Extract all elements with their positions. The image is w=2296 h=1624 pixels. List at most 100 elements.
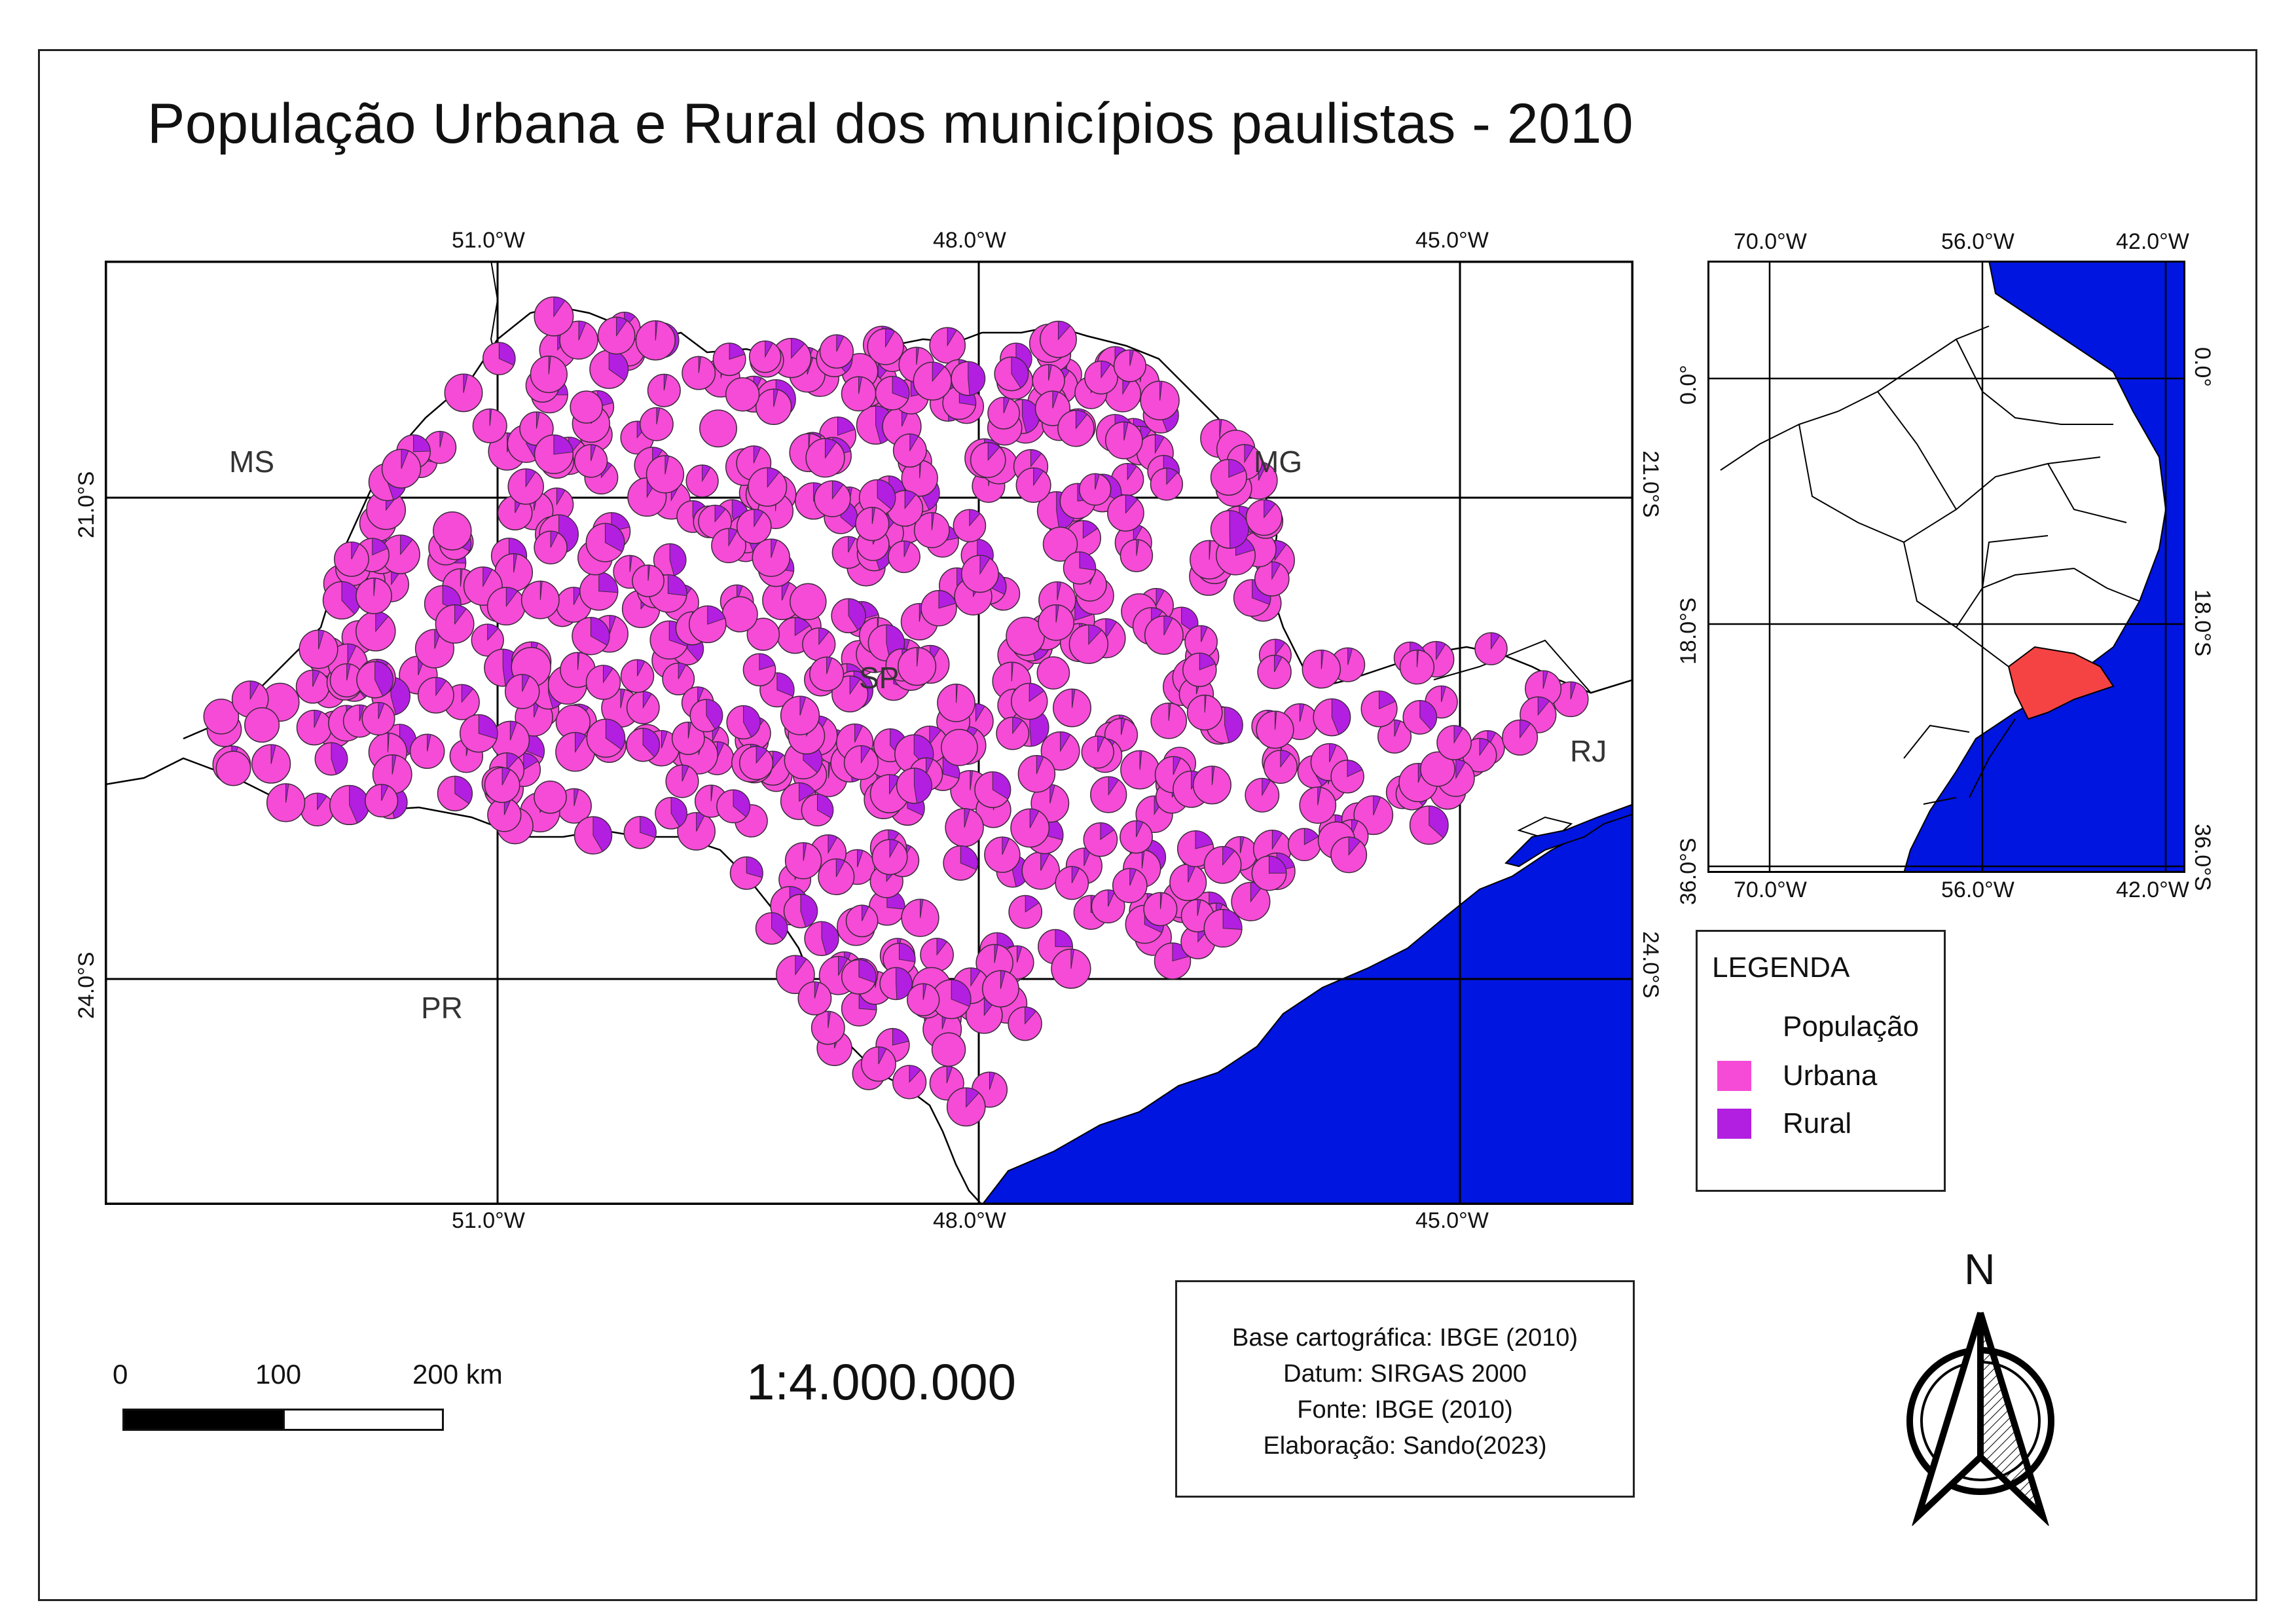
pie-rural (979, 555, 991, 576)
pie-rural (791, 338, 805, 359)
pie-rural (1275, 638, 1286, 656)
pie-rural (390, 676, 410, 715)
pie-rural (885, 328, 896, 348)
pie-rural (987, 442, 1000, 461)
pie-rural (860, 745, 871, 764)
pie-rural (968, 361, 985, 396)
pie-rural (814, 981, 820, 999)
scale-label-200: 200 km (412, 1359, 503, 1390)
pie-rural (536, 411, 540, 429)
pie-rural (698, 356, 702, 373)
inset-top-tick-56w: 56.0°W (1941, 229, 2014, 254)
pie-rural (1321, 650, 1324, 669)
pie-rural (1075, 410, 1088, 430)
pie-rural (1136, 539, 1140, 556)
info-line-elaboracao: Elaboração: Sando(2023) (1263, 1432, 1547, 1460)
pie-rural (1331, 698, 1351, 735)
pie-rural (970, 967, 981, 987)
pie-rural (1060, 731, 1071, 752)
pie-rural (1239, 836, 1245, 854)
scale-bar-segment-1 (122, 1409, 285, 1431)
top-tick-45w: 45.0°W (1415, 228, 1489, 253)
pie-rural (1029, 683, 1045, 702)
pie-rural (1163, 616, 1173, 636)
pie-rural (378, 702, 385, 719)
main-map (105, 261, 1633, 1205)
pie-rural (1057, 581, 1062, 600)
pie-rural (828, 834, 838, 855)
pie-rural (771, 538, 778, 558)
pie-rural (1416, 650, 1419, 667)
pie-rural (1274, 540, 1287, 561)
pie-rural (483, 566, 493, 588)
pie-rural (439, 431, 444, 448)
scale-label-100: 100 (255, 1359, 302, 1390)
pie-rural (989, 1071, 996, 1090)
pie-rural (836, 334, 845, 352)
pie-rural (400, 534, 414, 555)
pie-urban (931, 1032, 966, 1067)
pie-rural (896, 967, 913, 1001)
pie-rural (1002, 836, 1010, 855)
pie-rural (765, 341, 774, 358)
pie-rural (1419, 700, 1437, 731)
pie-rural (381, 784, 389, 801)
pie-urban (699, 409, 737, 448)
pie-rural (920, 898, 924, 918)
pie-rural (904, 490, 917, 509)
pie-rural (1030, 449, 1042, 468)
pie-rural (956, 684, 958, 703)
pie-rural (1079, 551, 1097, 571)
pie-rural (714, 505, 726, 523)
inset-bottom-tick-70w: 70.0°W (1734, 877, 1807, 902)
pie-rural (1373, 795, 1381, 816)
pie-rural (913, 767, 932, 803)
legend-label: Urbana (1783, 1060, 1878, 1092)
inset-top-tick-70w: 70.0°W (1734, 229, 1807, 254)
pie-rural (498, 342, 516, 366)
pie-rural (463, 373, 468, 394)
pie-rural (574, 788, 579, 806)
label-mg: MG (1254, 445, 1303, 479)
pie-rural (710, 784, 714, 802)
pie-rural (969, 509, 981, 527)
pie-rural (1011, 356, 1029, 389)
pie-rural (898, 943, 916, 963)
pie-rural (454, 775, 473, 804)
pie-rural (1016, 945, 1023, 963)
pie-rural (817, 794, 834, 819)
inset-map (1707, 261, 2185, 873)
pie-rural (1317, 786, 1322, 805)
pie-rural (620, 688, 625, 709)
pie-rural (556, 487, 566, 506)
pie-rural (374, 661, 393, 697)
pie-rural (848, 598, 866, 631)
pie-rural (938, 590, 957, 609)
pie-rural (729, 342, 746, 360)
pie-rural (756, 746, 768, 764)
pie-rural (489, 408, 492, 426)
pie-rural (501, 767, 511, 786)
pie-rural (1011, 661, 1013, 682)
pie-rural (1224, 707, 1243, 743)
pie-rural (1168, 703, 1171, 721)
pie-rural (1268, 855, 1287, 874)
pie-rural (270, 744, 276, 764)
pie-rural (759, 653, 776, 671)
north-label: N (1964, 1245, 1995, 1293)
pie-rural (331, 742, 348, 775)
municipality-pie-charts (203, 296, 1589, 1127)
pie-rural (575, 732, 587, 753)
pie-rural (506, 752, 519, 771)
pie-rural (947, 327, 957, 347)
pie-rural (460, 568, 463, 587)
pie-urban (721, 596, 758, 633)
pie-rural (461, 684, 474, 703)
label-sp: SP (859, 661, 900, 695)
pie-rural (616, 316, 628, 337)
pie-rural (960, 845, 978, 870)
pie-rural (1520, 720, 1531, 739)
pie-rural (1101, 360, 1112, 379)
pie-rural (667, 574, 687, 597)
info-line-base: Base cartográfica: IBGE (2010) (1231, 1324, 1578, 1352)
